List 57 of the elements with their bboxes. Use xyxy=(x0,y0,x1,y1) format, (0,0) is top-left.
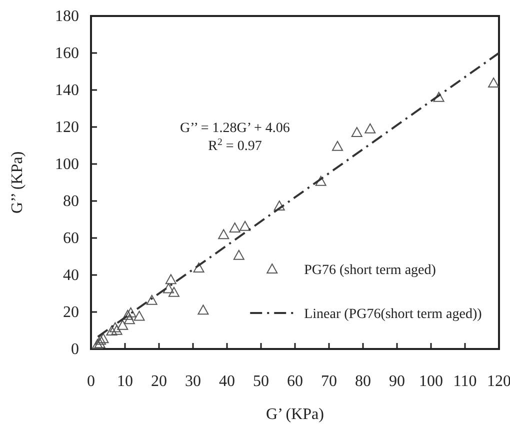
y-tick-label: 80 xyxy=(63,193,79,210)
y-tick-label: 100 xyxy=(55,156,79,173)
x-tick-label: 60 xyxy=(287,373,303,390)
point xyxy=(168,286,180,297)
legend-label: Linear (PG76(short term aged)) xyxy=(304,307,482,322)
point xyxy=(332,140,343,151)
y-axis-title: G’’ (KPa) xyxy=(9,151,26,214)
point xyxy=(134,310,145,321)
y-tick-label: 60 xyxy=(63,230,79,247)
annotation: R$^{2}$ = 0.97 xyxy=(208,136,262,154)
x-tick-label: 50 xyxy=(253,373,269,390)
point xyxy=(351,127,362,138)
y-tick-label: 40 xyxy=(63,267,79,284)
x-tick-label: 30 xyxy=(185,373,201,390)
x-tick-label: 90 xyxy=(389,373,405,390)
y-tick-label: 120 xyxy=(55,119,79,136)
point xyxy=(94,338,106,348)
point xyxy=(111,324,122,335)
point xyxy=(198,304,209,315)
x-tick-label: 70 xyxy=(321,373,337,390)
x-tick-label: 10 xyxy=(117,373,133,390)
point xyxy=(122,310,134,320)
point xyxy=(110,322,121,332)
point xyxy=(165,274,176,284)
point xyxy=(124,314,135,324)
y-tick-label: 20 xyxy=(63,304,79,321)
point xyxy=(163,283,174,294)
point xyxy=(433,92,444,102)
point xyxy=(95,334,106,345)
point xyxy=(233,250,244,260)
y-tick-label: 140 xyxy=(55,82,79,99)
point xyxy=(274,200,285,210)
point xyxy=(106,326,118,336)
x-tick-label: 40 xyxy=(219,373,235,390)
x-tick-label: 0 xyxy=(87,373,95,390)
y-tick-label: 180 xyxy=(55,8,79,25)
x-tick-label: 20 xyxy=(151,373,167,390)
point xyxy=(98,333,109,344)
point xyxy=(92,338,103,349)
point xyxy=(488,77,500,88)
x-axis-title: G’ (KPa) xyxy=(266,406,324,423)
point xyxy=(364,123,376,134)
y-tick-label: 160 xyxy=(55,45,79,62)
point xyxy=(193,262,204,272)
x-tick-label: 80 xyxy=(355,373,371,390)
annotation: G’’ = 1.28G’ + 4.06 xyxy=(180,121,290,136)
point xyxy=(117,320,128,330)
x-tick-label: 110 xyxy=(453,373,477,390)
x-tick-label: 100 xyxy=(419,373,443,390)
legend-label: PG76 (short term aged) xyxy=(304,263,436,278)
point xyxy=(218,229,230,240)
y-tick-label: 0 xyxy=(71,341,79,358)
point xyxy=(125,307,136,318)
point xyxy=(315,176,326,186)
point xyxy=(229,222,240,233)
point xyxy=(240,220,251,231)
point xyxy=(146,294,158,305)
